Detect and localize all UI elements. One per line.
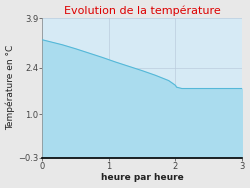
X-axis label: heure par heure: heure par heure bbox=[101, 174, 184, 182]
Y-axis label: Température en °C: Température en °C bbox=[6, 45, 15, 130]
Title: Evolution de la température: Evolution de la température bbox=[64, 6, 220, 16]
